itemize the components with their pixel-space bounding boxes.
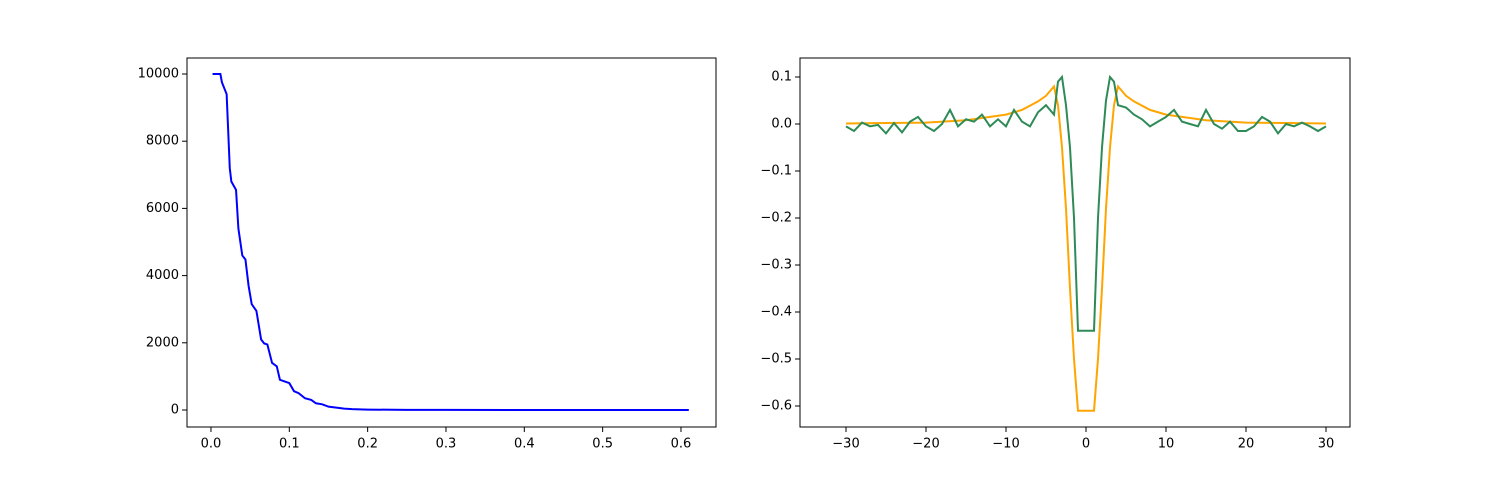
line-series (212, 72, 689, 411)
x-tick-label: −20 (912, 437, 939, 452)
y-tick-label: 0.0 (771, 116, 792, 131)
axes-frame (186, 57, 717, 428)
y-tick-label: 6000 (146, 201, 179, 216)
x-tick-label: 0.1 (279, 437, 300, 452)
x-tick-label: 0.4 (514, 437, 535, 452)
x-tick-label: 0.3 (436, 437, 457, 452)
y-tick-label: −0.1 (760, 163, 792, 178)
x-tick-label: 0.6 (671, 437, 692, 452)
axes-frame (799, 57, 1351, 428)
x-tick-label: 20 (1238, 437, 1255, 452)
line-series (845, 84, 1327, 412)
x-tick-label: 0.5 (592, 437, 613, 452)
y-tick-label: −0.4 (760, 304, 792, 319)
x-tick-label: 0.0 (201, 437, 222, 452)
line-series (845, 74, 1327, 332)
y-tick-label: 4000 (146, 268, 179, 283)
x-tick-label: −10 (992, 437, 1019, 452)
y-tick-label: 10000 (138, 66, 179, 81)
y-tick-label: −0.6 (760, 398, 792, 413)
x-tick-label: 30 (1318, 437, 1335, 452)
y-tick-label: −0.5 (760, 351, 792, 366)
x-tick-label: 0.2 (357, 437, 378, 452)
y-tick-label: −0.3 (760, 257, 792, 272)
y-tick-label: 2000 (146, 335, 179, 350)
y-tick-label: −0.2 (760, 210, 792, 225)
x-tick-label: 0 (1082, 437, 1090, 452)
x-tick-label: 10 (1158, 437, 1175, 452)
x-tick-label: −30 (832, 437, 859, 452)
y-tick-label: 0.1 (771, 69, 792, 84)
y-tick-label: 0 (171, 402, 179, 417)
y-tick-label: 8000 (146, 134, 179, 149)
